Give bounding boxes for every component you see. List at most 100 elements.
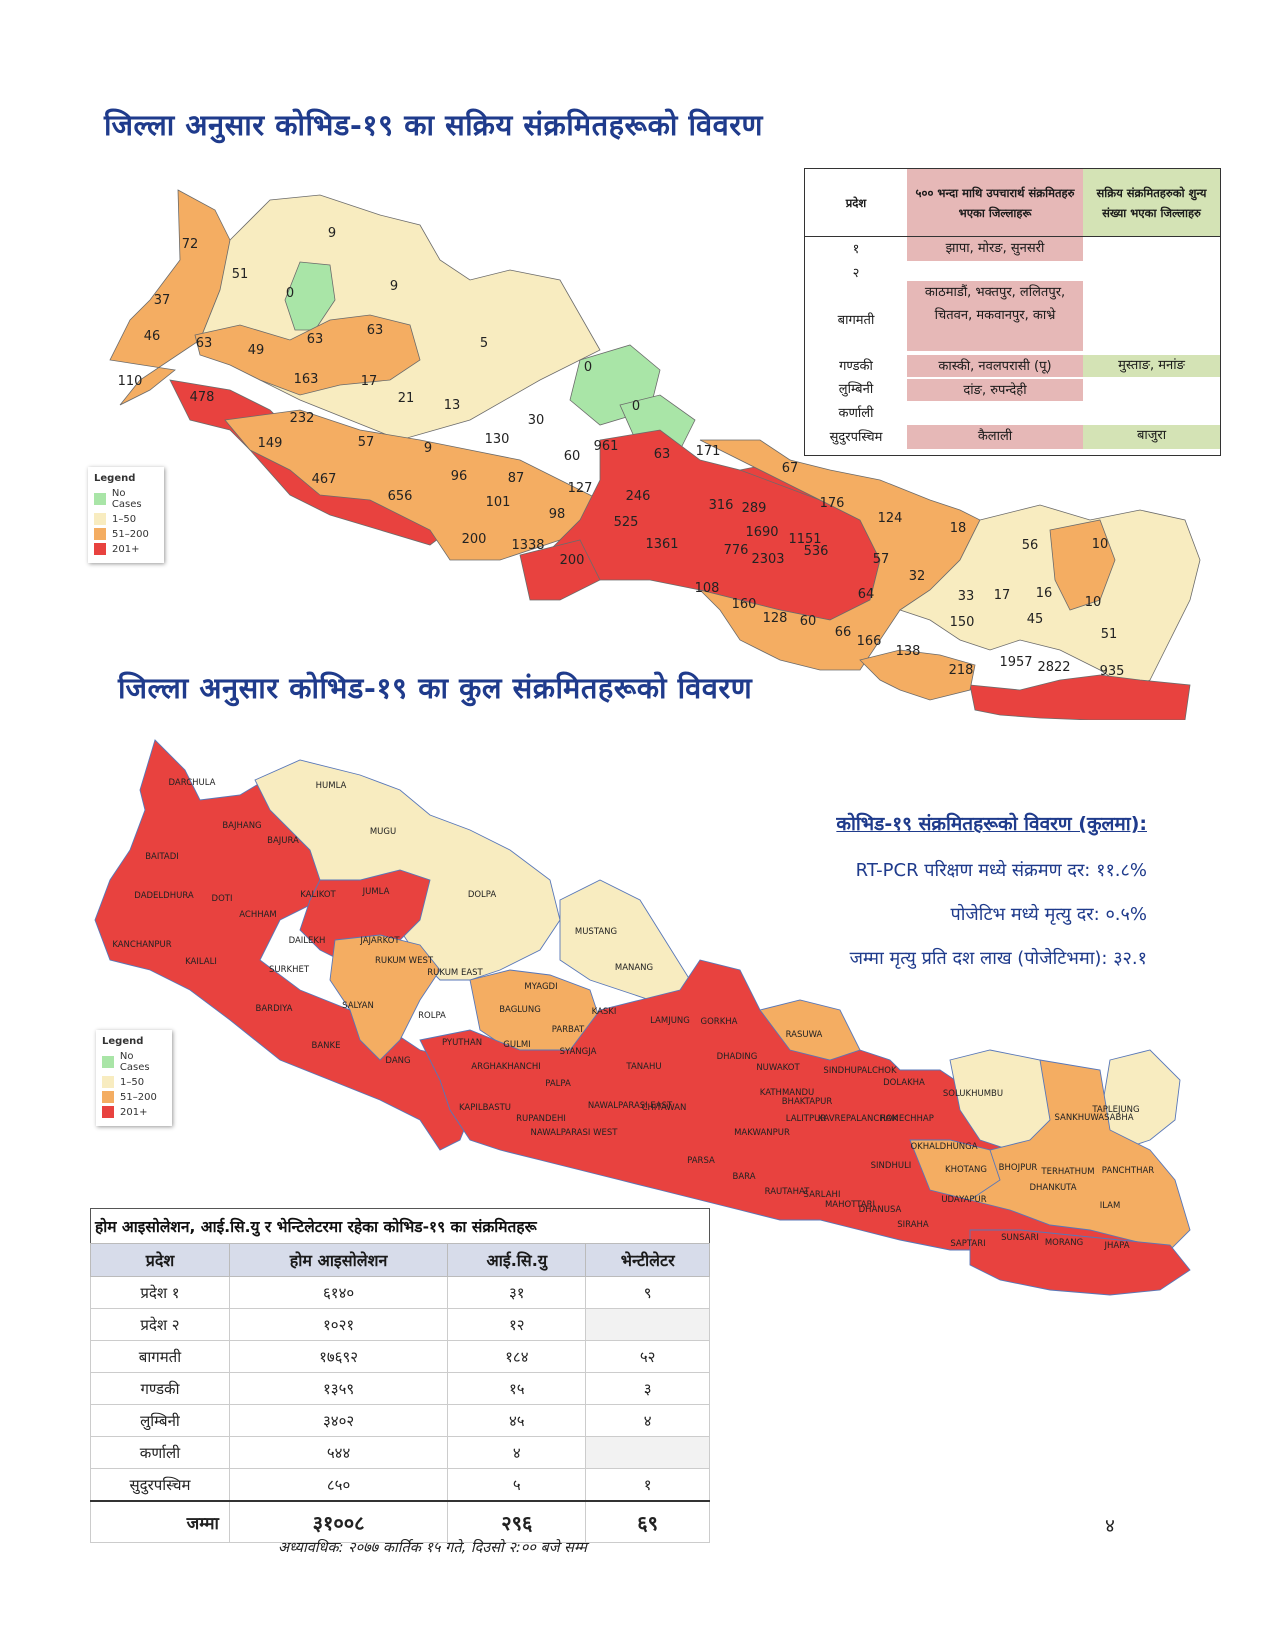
cell-ventilator [585, 1436, 710, 1469]
district-name-label: BAGLUNG [499, 1005, 541, 1015]
cell-icu: ५ [447, 1468, 587, 1502]
district-active-count-label: 63 [654, 447, 671, 462]
map-region-okhaldhunga-orange [909, 1139, 1001, 1201]
district-active-count-label: 961 [594, 439, 619, 454]
district-name-label: ACHHAM [239, 910, 277, 920]
district-active-count-label: 57 [873, 552, 890, 567]
active-cases-table: प्रदेश ५०० भन्दा माथि उपचारार्थ संक्रमित… [804, 168, 1221, 456]
district-active-count-label: 57 [358, 435, 375, 450]
active-map-legend: Legend No Cases 1–50 51–200 201+ [88, 467, 164, 563]
cell-province: प्रदेश १ [90, 1276, 230, 1309]
cell-ventilator [585, 1308, 710, 1341]
legend-item: No Cases [102, 1051, 166, 1073]
district-active-count-label: 130 [485, 432, 510, 447]
table-row: प्रदेश २ १०२१ १२ [90, 1308, 710, 1341]
district-name-label: BANKE [312, 1041, 341, 1051]
district-active-count-label: 163 [294, 372, 319, 387]
district-name-label: JAJARKOT [359, 936, 400, 946]
district-name-label: PANCHTHAR [1102, 1166, 1154, 1176]
cell-total-home-isolation: ३१००८ [228, 1500, 449, 1543]
district-name-label: MAKWANPUR [734, 1128, 790, 1138]
district-name-label: MORANG [1045, 1238, 1083, 1248]
legend-swatch-1-50 [102, 1076, 114, 1088]
table-province-gandaki: गण्डकी [839, 359, 873, 374]
district-name-label: JUMLA [362, 887, 390, 897]
cell-home-isolation: ५४४ [228, 1436, 449, 1469]
district-active-count-label: 1690 [745, 525, 778, 540]
legend-item: 201+ [94, 543, 158, 555]
district-active-count-label: 2303 [751, 552, 784, 567]
district-active-count-label: 63 [307, 332, 324, 347]
district-name-label: KAPILBASTU [459, 1103, 511, 1113]
district-name-label: BARDIYA [256, 1004, 293, 1014]
table-province-2: २ [852, 266, 860, 281]
table-row: गण्डकी १३५९ १५ ३ [90, 1372, 710, 1405]
isolation-icu-ventilator-table: होम आइसोलेशन, आई.सि.यु र भेन्टिलेटरमा रह… [90, 1208, 710, 1543]
cell-total-label: जम्मा [90, 1500, 230, 1543]
district-active-count-label: 108 [695, 581, 720, 596]
table-row: लुम्बिनी ३४०२ ४५ ४ [90, 1404, 710, 1437]
district-name-label: DOTI [212, 894, 233, 904]
district-active-count-label: 30 [528, 413, 545, 428]
table-row: सुदुरपस्चिम ८५० ५ १ [90, 1468, 710, 1502]
district-name-label: RUPANDEHI [516, 1114, 566, 1124]
district-name-label: LALITPUR [786, 1114, 827, 1124]
district-name-label: KAILALI [185, 957, 217, 967]
district-name-label: TERHATHUM [1040, 1167, 1094, 1177]
district-active-count-label: 110 [118, 374, 143, 389]
cell-icu: १२ [447, 1308, 587, 1341]
legend-item: 51–200 [102, 1091, 166, 1103]
legend-item: 51–200 [94, 528, 158, 540]
isolation-table-caption: होम आइसोलेशन, आई.सि.यु र भेन्टिलेटरमा रह… [90, 1208, 710, 1243]
district-name-label: DOLAKHA [883, 1078, 925, 1088]
district-name-label: SYANGJA [560, 1047, 597, 1057]
district-active-count-label: 289 [742, 501, 767, 516]
cell-home-isolation: ३४०२ [228, 1404, 449, 1437]
district-active-count-label: 60 [564, 449, 581, 464]
district-name-label: MYAGDI [524, 982, 557, 992]
district-active-count-label: 56 [1022, 538, 1039, 553]
cell-icu: ४५ [447, 1404, 587, 1437]
district-name-label: NUWAKOT [756, 1063, 800, 1073]
district-active-count-label: 171 [696, 444, 721, 459]
district-name-label: KHOTANG [945, 1165, 987, 1175]
district-name-label: DANG [385, 1056, 410, 1066]
stats-deaths-per-million: जम्मा मृत्यु प्रति दश लाख (पोजेटिभमा): ३… [849, 948, 1147, 969]
district-name-label: GULMI [503, 1040, 530, 1050]
cell-icu: १८४ [447, 1340, 587, 1373]
map-region-southeast-red [969, 674, 1191, 720]
table-above500-gandaki: कास्की, नवलपरासी (पू) [907, 355, 1083, 377]
table-above500-sudurpaschim: कैलाली [907, 425, 1083, 449]
district-active-count-label: 9 [390, 279, 398, 294]
district-name-label: KAVREPALANCHOK [818, 1114, 898, 1124]
district-name-label: HUMLA [316, 781, 347, 791]
district-active-count-label: 16 [1036, 586, 1053, 601]
district-active-count-label: 1338 [511, 538, 544, 553]
district-name-label: SOLUKHUMBU [943, 1089, 1003, 1099]
legend-swatch-51-200 [94, 528, 106, 540]
district-name-label: KATHMANDU [760, 1088, 814, 1098]
legend-item: 1–50 [94, 513, 158, 525]
district-active-count-label: 1957 [999, 655, 1032, 670]
district-name-label: NAWALPARASI EAST [588, 1101, 673, 1111]
map-region-southeast-orange [859, 649, 976, 701]
district-active-count-label: 0 [286, 286, 294, 301]
cell-ventilator: ४ [585, 1404, 710, 1437]
map-region-jajarkot-orange [329, 934, 441, 1061]
cell-total-icu: २९६ [447, 1500, 587, 1543]
district-active-count-label: 232 [290, 411, 315, 426]
district-active-count-label: 64 [858, 587, 875, 602]
district-name-label: DHADING [717, 1052, 758, 1062]
map-region-humla-mugu-dolpa-yellow [254, 759, 561, 981]
district-name-label: RUKUM EAST [427, 968, 483, 978]
district-name-label: BHAKTAPUR [782, 1097, 833, 1107]
district-active-count-label: 776 [724, 543, 749, 558]
table-province-1: १ [852, 242, 860, 257]
district-active-count-label: 935 [1100, 664, 1125, 679]
legend-swatch-51-200 [102, 1091, 114, 1103]
table-above500-1: झापा, मोरङ, सुनसरी [907, 237, 1083, 261]
district-name-label: PALPA [545, 1079, 571, 1089]
district-name-label: RAUTAHAT [765, 1187, 810, 1197]
district-active-count-label: 72 [182, 237, 199, 252]
